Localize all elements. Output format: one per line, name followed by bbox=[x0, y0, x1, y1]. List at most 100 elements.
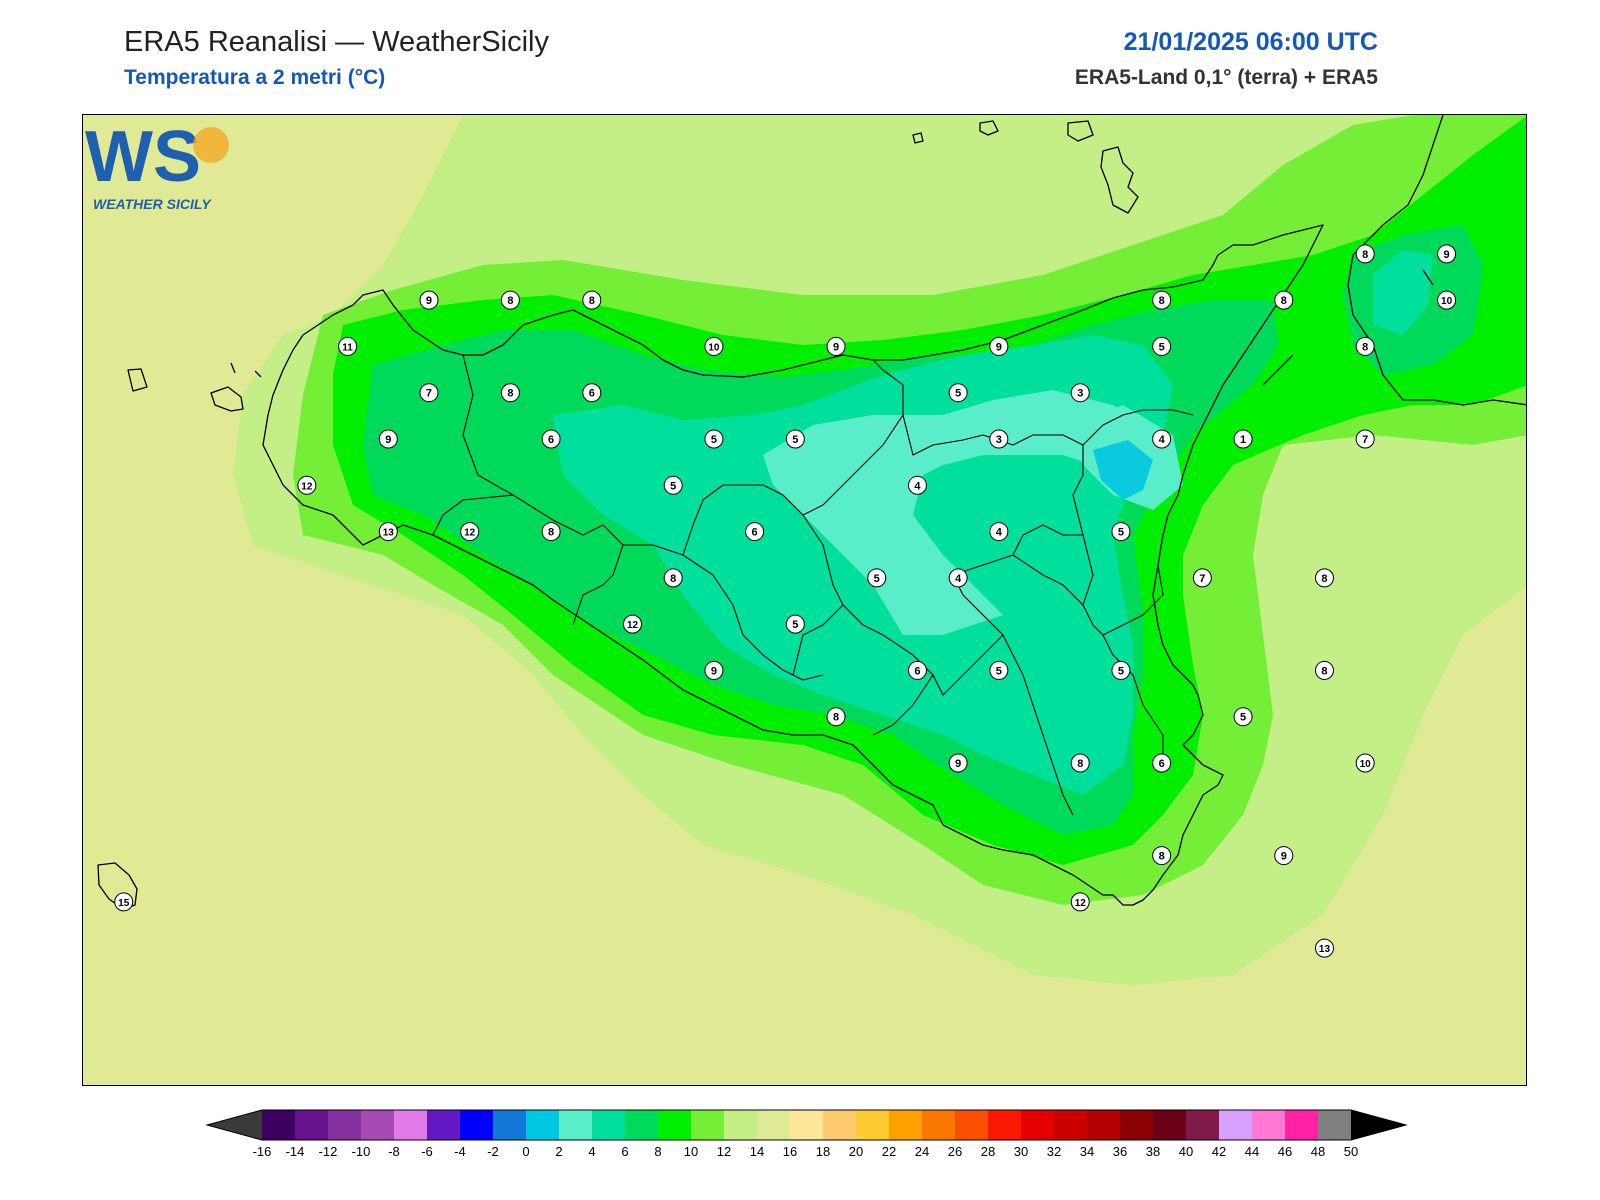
station-marker[interactable]: 4 bbox=[907, 475, 927, 495]
station-marker[interactable]: 6 bbox=[745, 522, 765, 542]
station-marker[interactable]: 12 bbox=[460, 522, 480, 542]
station-marker[interactable]: 5 bbox=[1152, 336, 1172, 356]
colorbar-cells bbox=[205, 1109, 1408, 1141]
station-marker[interactable]: 3 bbox=[989, 429, 1009, 449]
colorbar-cell bbox=[856, 1110, 890, 1140]
station-value: 5 bbox=[792, 434, 798, 446]
station-circle bbox=[1111, 660, 1131, 680]
station-marker[interactable]: 9 bbox=[948, 753, 968, 773]
station-marker[interactable]: 7 bbox=[1192, 568, 1212, 588]
weather-sicily-logo: WS WEATHER SICILY bbox=[85, 117, 229, 212]
station-marker[interactable]: 9 bbox=[378, 429, 398, 449]
colorbar-label: 48 bbox=[1311, 1144, 1325, 1159]
colorbar-cell bbox=[460, 1110, 494, 1140]
station-circle bbox=[378, 522, 398, 542]
station-circle bbox=[1070, 892, 1090, 912]
station-marker[interactable]: 8 bbox=[1314, 568, 1334, 588]
station-marker[interactable]: 10 bbox=[704, 336, 724, 356]
temperature-map[interactable]: 9 8 8 10 9 9 8 8 8 9 10 11 7 8 6 5 3 5 8 9 6 5 5 3 4 1 7 12 5 4 13 12 8 6… bbox=[82, 114, 1527, 1086]
colorbar-label: 34 bbox=[1080, 1144, 1094, 1159]
station-marker[interactable]: 15 bbox=[114, 892, 134, 912]
station-value: 8 bbox=[1159, 851, 1165, 863]
station-marker[interactable]: 5 bbox=[1111, 660, 1131, 680]
station-marker[interactable]: 8 bbox=[582, 290, 602, 310]
station-circle bbox=[500, 290, 520, 310]
station-marker[interactable]: 12 bbox=[297, 475, 317, 495]
station-marker[interactable]: 9 bbox=[1437, 244, 1457, 264]
station-marker[interactable]: 1 bbox=[1233, 429, 1253, 449]
station-circle bbox=[785, 429, 805, 449]
station-marker[interactable]: 8 bbox=[1355, 336, 1375, 356]
station-marker[interactable]: 8 bbox=[500, 383, 520, 403]
station-marker[interactable]: 5 bbox=[948, 383, 968, 403]
colorbar-cell bbox=[559, 1110, 593, 1140]
station-marker[interactable]: 9 bbox=[826, 336, 846, 356]
station-marker[interactable]: 8 bbox=[826, 707, 846, 727]
station-marker[interactable]: 5 bbox=[867, 568, 887, 588]
station-marker[interactable]: 7 bbox=[1355, 429, 1375, 449]
station-marker[interactable]: 8 bbox=[1070, 753, 1090, 773]
station-marker[interactable]: 6 bbox=[582, 383, 602, 403]
station-marker[interactable]: 13 bbox=[378, 522, 398, 542]
station-marker[interactable]: 4 bbox=[1152, 429, 1172, 449]
station-marker[interactable]: 5 bbox=[704, 429, 724, 449]
station-marker[interactable]: 6 bbox=[907, 660, 927, 680]
station-marker[interactable]: 7 bbox=[419, 383, 439, 403]
station-value: 8 bbox=[1362, 341, 1368, 353]
station-marker[interactable]: 6 bbox=[1152, 753, 1172, 773]
station-marker[interactable]: 5 bbox=[1233, 707, 1253, 727]
sicily-coastline bbox=[262, 224, 1324, 906]
station-marker[interactable]: 5 bbox=[785, 429, 805, 449]
station-marker[interactable]: 8 bbox=[1152, 290, 1172, 310]
station-marker[interactable]: 12 bbox=[623, 614, 643, 634]
colorbar-label: 42 bbox=[1212, 1144, 1226, 1159]
station-marker[interactable]: 8 bbox=[1314, 660, 1334, 680]
station-value: 8 bbox=[833, 712, 839, 724]
station-marker[interactable]: 10 bbox=[1437, 290, 1457, 310]
station-marker[interactable]: 4 bbox=[989, 522, 1009, 542]
station-marker[interactable]: 9 bbox=[419, 290, 439, 310]
station-marker[interactable]: 5 bbox=[785, 614, 805, 634]
station-circle bbox=[1314, 660, 1334, 680]
station-marker[interactable]: 5 bbox=[1111, 522, 1131, 542]
station-marker[interactable]: 8 bbox=[541, 522, 561, 542]
colorbar-cell bbox=[691, 1110, 725, 1140]
station-marker[interactable]: 9 bbox=[1274, 846, 1294, 866]
station-marker[interactable]: 8 bbox=[500, 290, 520, 310]
colorbar-cell bbox=[790, 1110, 824, 1140]
station-circle bbox=[948, 383, 968, 403]
station-marker[interactable]: 9 bbox=[989, 336, 1009, 356]
colorbar-labels: -16 -14 -12 -10 -8 -6 -4 -2 0 2 4 6 8 10 12 14 16 18 20 22 2… bbox=[253, 1144, 1359, 1159]
station-circle bbox=[419, 383, 439, 403]
coastlines-and-borders bbox=[97, 115, 1526, 910]
colorbar-cell bbox=[1120, 1110, 1154, 1140]
station-marker[interactable]: 8 bbox=[663, 568, 683, 588]
colorbar-cell bbox=[724, 1110, 758, 1140]
station-circle bbox=[1437, 290, 1457, 310]
map-title: ERA5 Reanalisi — WeatherSicily bbox=[124, 26, 549, 58]
station-marker[interactable]: 5 bbox=[663, 475, 683, 495]
station-value: 4 bbox=[955, 573, 962, 585]
colorbar-cell bbox=[1252, 1110, 1286, 1140]
station-value: 9 bbox=[1444, 249, 1450, 261]
station-marker[interactable]: 8 bbox=[1355, 244, 1375, 264]
colorbar-label: -8 bbox=[388, 1144, 400, 1159]
station-marker[interactable]: 9 bbox=[704, 660, 724, 680]
station-marker[interactable]: 4 bbox=[948, 568, 968, 588]
map-canvas: 9 8 8 10 9 9 8 8 8 9 10 11 7 8 6 5 3 5 8 9 6 5 5 3 4 1 7 12 5 4 13 12 8 6… bbox=[97, 115, 1526, 985]
station-marker[interactable]: 10 bbox=[1355, 753, 1375, 773]
station-marker[interactable]: 5 bbox=[989, 660, 1009, 680]
station-marker[interactable]: 6 bbox=[541, 429, 561, 449]
station-value: 4 bbox=[914, 480, 921, 492]
station-value: 1 bbox=[1240, 434, 1246, 446]
station-marker[interactable]: 12 bbox=[1070, 892, 1090, 912]
colorbar-label: 26 bbox=[948, 1144, 962, 1159]
station-marker[interactable]: 13 bbox=[1314, 938, 1334, 958]
colorbar-label: -4 bbox=[454, 1144, 466, 1159]
station-marker[interactable]: 3 bbox=[1070, 383, 1090, 403]
station-marker[interactable]: 8 bbox=[1274, 290, 1294, 310]
station-marker[interactable]: 11 bbox=[338, 336, 358, 356]
station-value: 4 bbox=[1159, 434, 1166, 446]
station-value: 13 bbox=[383, 528, 395, 539]
station-marker[interactable]: 8 bbox=[1152, 846, 1172, 866]
